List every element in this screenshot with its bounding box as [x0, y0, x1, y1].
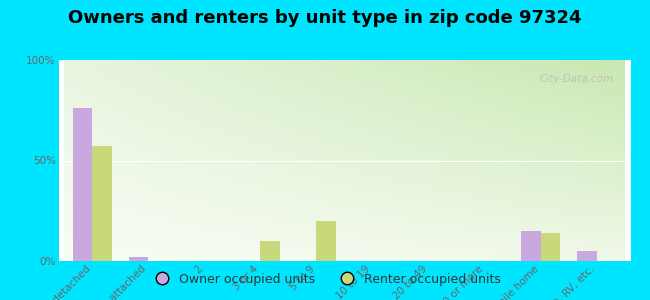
Bar: [541, 233, 560, 261]
Bar: [129, 257, 148, 261]
Bar: [73, 108, 92, 261]
Legend: Owner occupied units, Renter occupied units: Owner occupied units, Renter occupied un…: [144, 268, 506, 291]
Bar: [577, 251, 597, 261]
Bar: [317, 221, 336, 261]
Text: Owners and renters by unit type in zip code 97324: Owners and renters by unit type in zip c…: [68, 9, 582, 27]
Bar: [261, 241, 280, 261]
Bar: [92, 146, 112, 261]
Text: City-Data.com: City-Data.com: [540, 74, 614, 84]
Bar: [521, 231, 541, 261]
